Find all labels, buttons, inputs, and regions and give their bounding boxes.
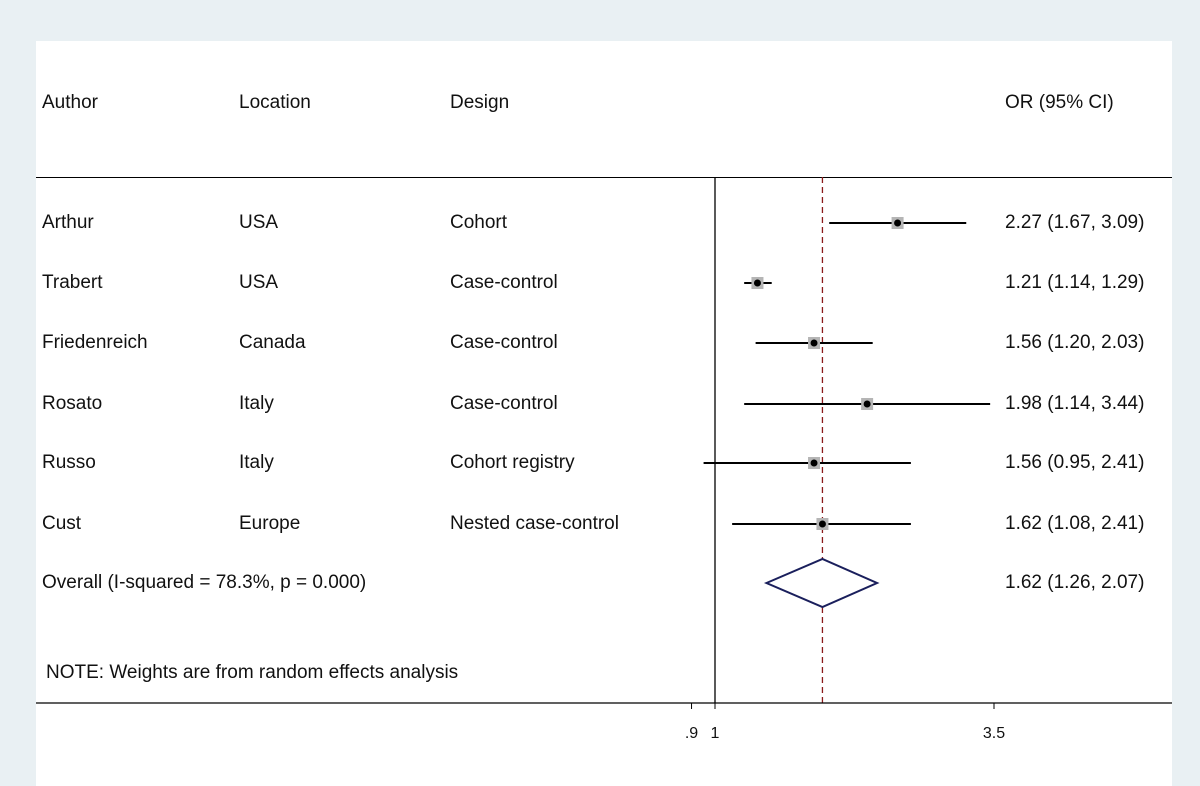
point-estimate: [863, 400, 871, 408]
study-author: Russo: [42, 452, 96, 473]
study-location: Europe: [239, 513, 301, 534]
study-author: Friedenreich: [42, 332, 148, 353]
overall-diamond: [763, 557, 880, 609]
study-design: Case-control: [450, 272, 558, 293]
forest-plot-area: .9 1 3.5: [36, 177, 1172, 742]
study-location: Italy: [239, 452, 274, 473]
x-tick-label: 1: [711, 725, 720, 742]
study-location: Italy: [239, 393, 274, 414]
point-estimate: [753, 279, 761, 287]
header-effect: OR (95% CI): [1005, 92, 1114, 113]
study-location: USA: [239, 212, 279, 233]
study-design: Case-control: [450, 393, 558, 414]
overall-effect-label: 1.62 (1.26, 2.07): [1005, 572, 1145, 593]
header-design: Design: [450, 92, 510, 113]
study-effect-label: 1.56 (0.95, 2.41): [1005, 452, 1145, 473]
study-location: Canada: [239, 332, 306, 353]
point-estimate: [894, 219, 902, 227]
study-author: Cust: [42, 513, 82, 534]
study-effect-label: 1.98 (1.14, 3.44): [1005, 393, 1145, 414]
study-design: Cohort: [450, 212, 508, 233]
header-location: Location: [239, 92, 311, 113]
study-design: Case-control: [450, 332, 558, 353]
study-author: Arthur: [42, 212, 94, 233]
study-design: Cohort registry: [450, 452, 575, 473]
overall-label: Overall (I-squared = 78.3%, p = 0.000): [42, 572, 367, 593]
point-estimate: [810, 339, 818, 347]
study-author: Trabert: [42, 272, 103, 293]
x-tick-label: .9: [685, 725, 698, 742]
header-author: Author: [42, 92, 98, 113]
study-effect-label: 2.27 (1.67, 3.09): [1005, 212, 1145, 233]
study-effect-label: 1.21 (1.14, 1.29): [1005, 272, 1145, 293]
study-design: Nested case-control: [450, 513, 619, 534]
study-author: Rosato: [42, 393, 103, 414]
header-divider: [36, 177, 1172, 178]
study-location: USA: [239, 272, 279, 293]
study-effect-label: 1.62 (1.08, 2.41): [1005, 513, 1145, 534]
point-estimate: [818, 520, 826, 528]
x-tick-label: 3.5: [983, 725, 1005, 742]
plot-panel: Author Location Design OR (95% CI) Arthu…: [36, 41, 1172, 786]
study-effect-label: 1.56 (1.20, 2.03): [1005, 332, 1145, 353]
weights-note: NOTE: Weights are from random effects an…: [46, 662, 459, 683]
point-estimate: [810, 459, 818, 467]
